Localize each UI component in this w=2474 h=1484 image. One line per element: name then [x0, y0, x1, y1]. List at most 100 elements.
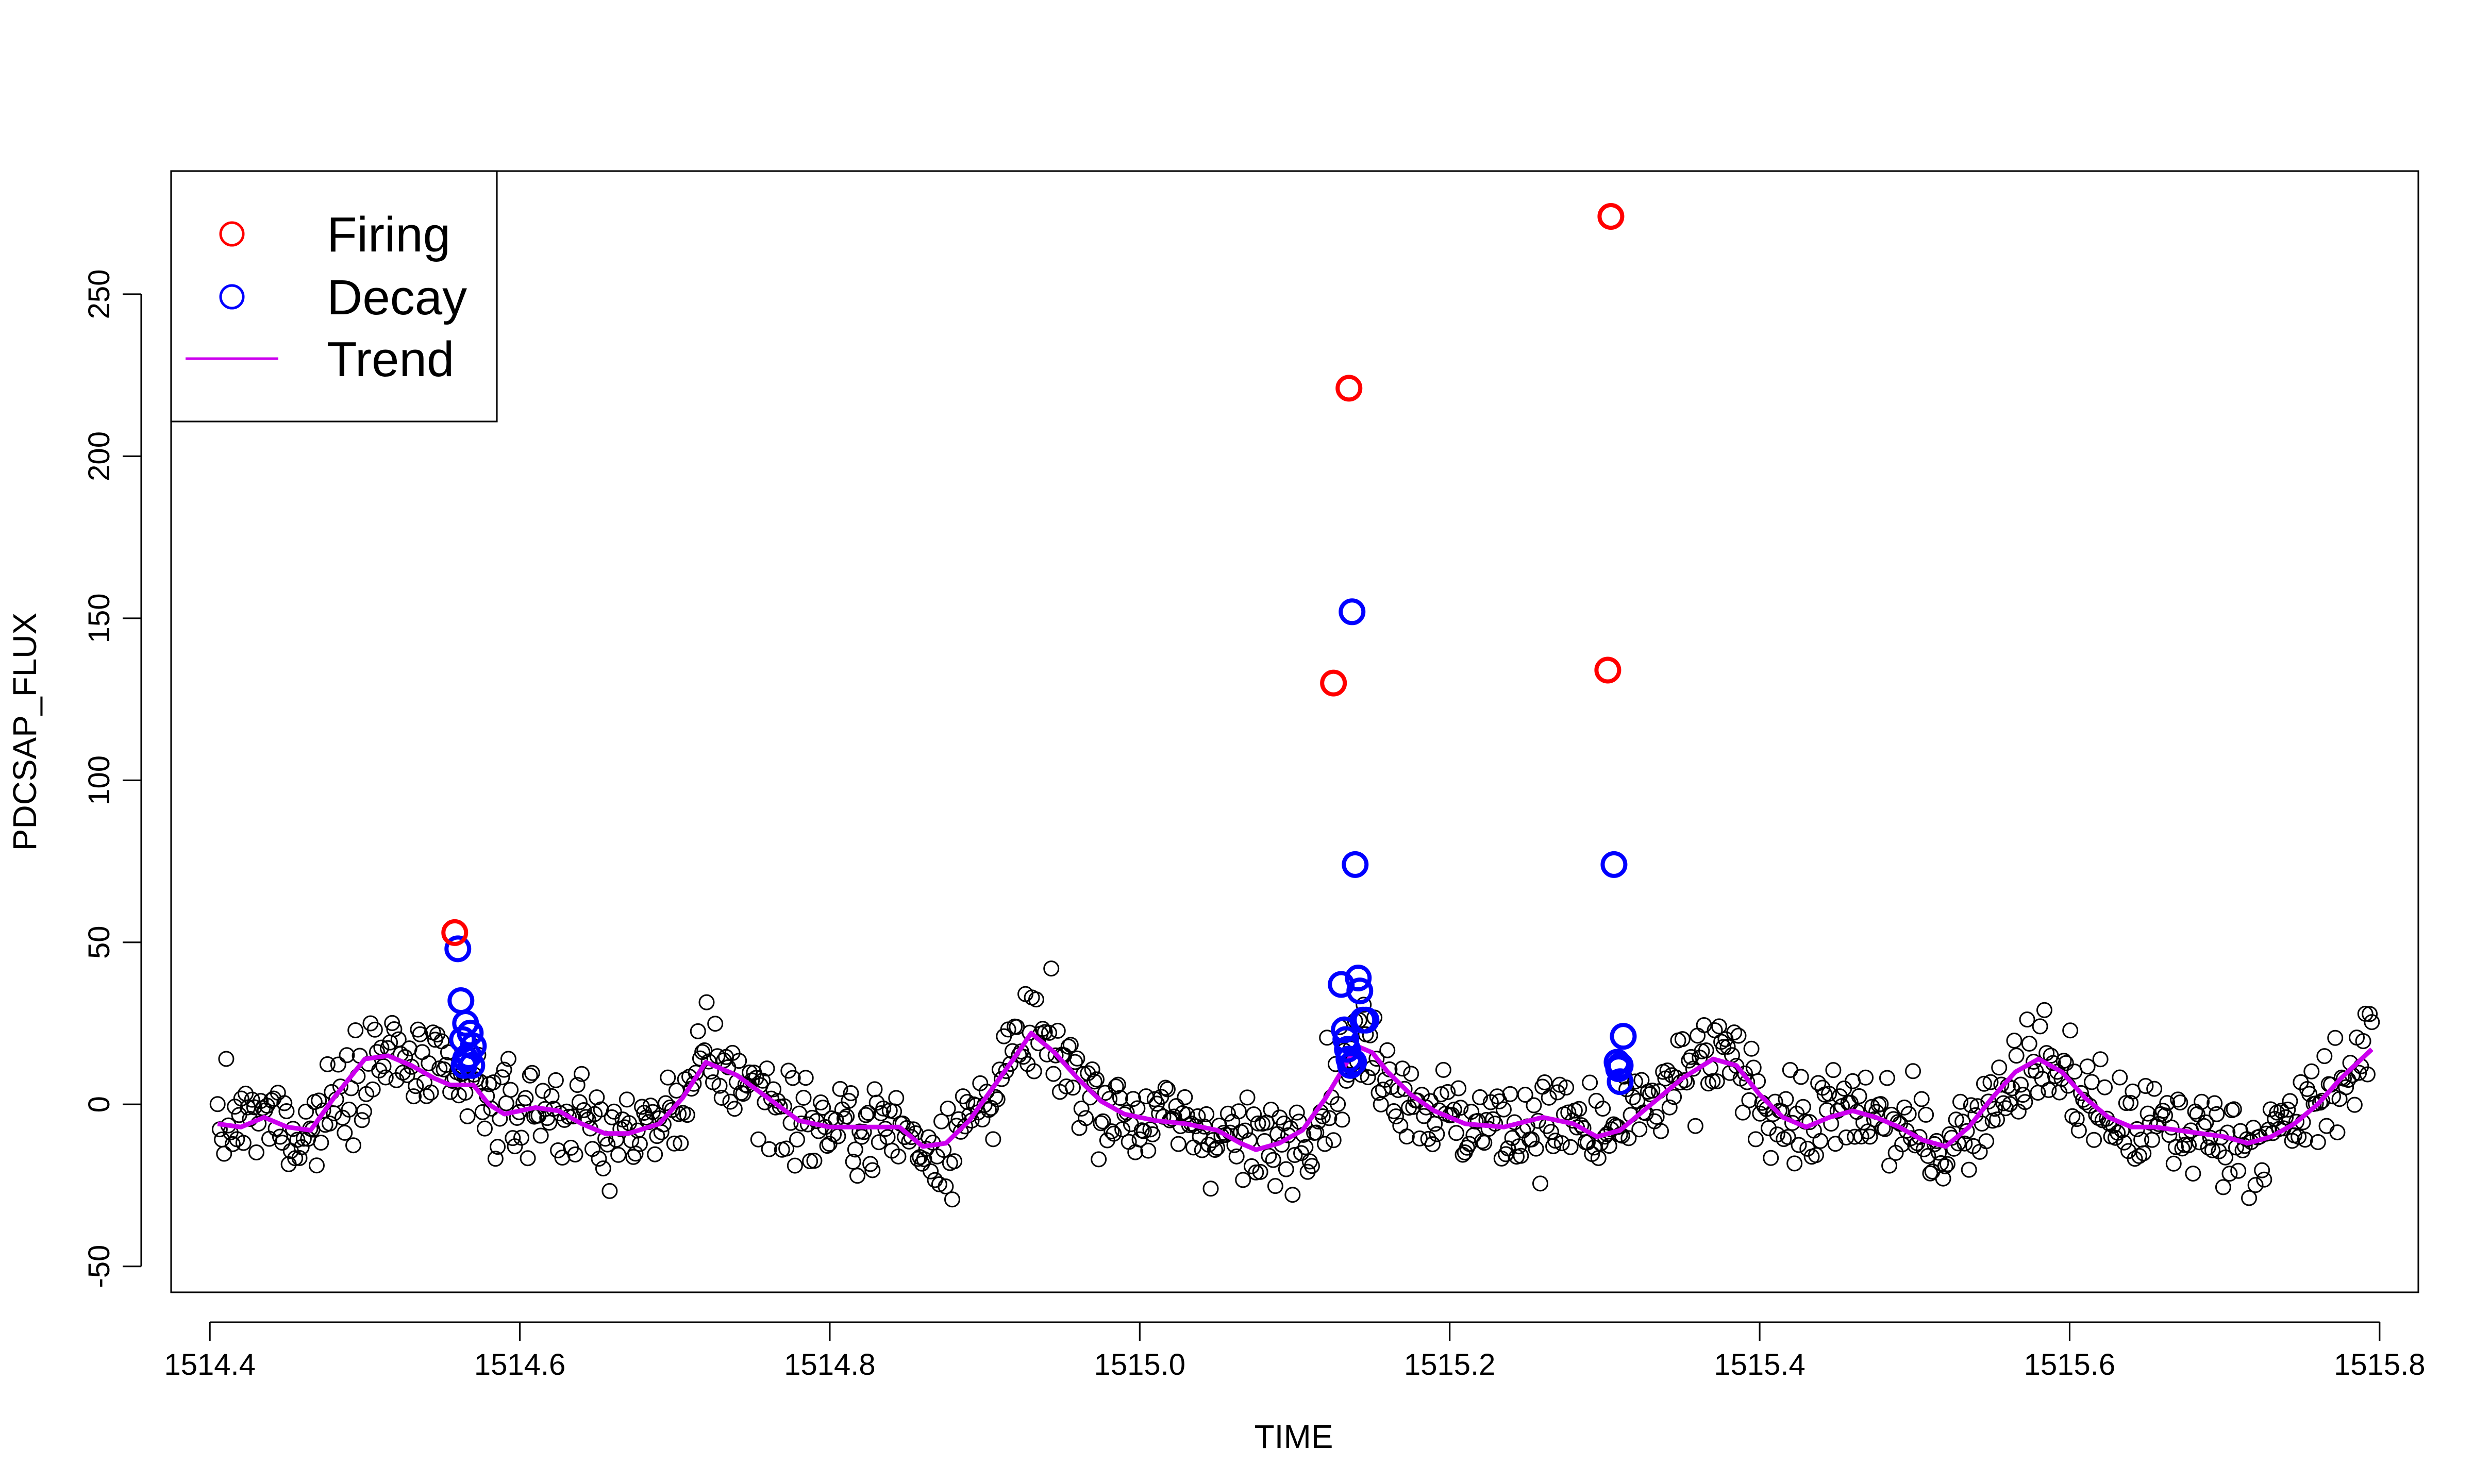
data-point — [2137, 1077, 2154, 1094]
data-point — [547, 1072, 564, 1088]
data-point — [2064, 1108, 2081, 1124]
data-point — [944, 1191, 960, 1208]
data-point — [487, 1151, 504, 1167]
data-point — [1297, 1139, 1314, 1155]
data-point — [599, 1136, 616, 1153]
data-point — [1560, 1104, 1577, 1121]
data-point — [1524, 1131, 1540, 1148]
data-point — [2278, 1109, 2294, 1125]
data-point — [1493, 1150, 1510, 1167]
data-point — [871, 1134, 887, 1151]
y-tick-label: 0 — [82, 1096, 116, 1112]
data-point — [248, 1144, 264, 1160]
data-point — [1069, 1050, 1085, 1067]
data-point — [832, 1081, 848, 1097]
data-point — [1459, 1139, 1475, 1156]
data-point — [839, 1108, 855, 1125]
data-point — [1528, 1140, 1544, 1157]
y-tick-label: 50 — [82, 926, 116, 959]
data-point — [1648, 1108, 1665, 1125]
data-point — [789, 1131, 806, 1148]
data-point — [2079, 1058, 2096, 1075]
data-point — [1982, 1074, 1999, 1090]
data-point — [955, 1088, 971, 1105]
decay-point — [1352, 1006, 1380, 1034]
data-point — [1627, 1073, 1643, 1090]
data-point — [1974, 1116, 1990, 1132]
data-point — [1845, 1073, 1861, 1089]
data-point — [1558, 1080, 1575, 1096]
data-point — [1265, 1152, 1281, 1168]
data-point — [1267, 1178, 1283, 1194]
data-point — [517, 1090, 534, 1106]
data-point — [1642, 1086, 1659, 1102]
data-point — [2204, 1142, 2221, 1158]
data-point — [847, 1141, 863, 1158]
data-point — [1674, 1031, 1691, 1048]
data-point — [216, 1145, 232, 1162]
trend-layer — [217, 1031, 2373, 1152]
data-point — [2282, 1093, 2298, 1109]
data-point — [2351, 1065, 2367, 1081]
data-point — [1976, 1075, 1992, 1092]
data-point — [2159, 1095, 2176, 1111]
legend-firing-symbol — [219, 221, 245, 247]
data-point — [1375, 1082, 1391, 1098]
data-point — [1715, 1039, 1732, 1055]
legend-decay-symbol — [219, 284, 245, 310]
data-point — [485, 1074, 502, 1091]
decay-point — [1339, 598, 1366, 626]
data-point — [1065, 1080, 1081, 1096]
data-point — [2206, 1095, 2223, 1111]
data-point — [1513, 1148, 1529, 1164]
x-tick-label: 1515.4 — [1714, 1348, 1805, 1381]
data-point — [2288, 1114, 2305, 1130]
data-point — [356, 1103, 372, 1120]
data-point — [313, 1135, 329, 1151]
data-point — [2116, 1134, 2132, 1151]
data-point — [1782, 1061, 1798, 1078]
data-point — [916, 1151, 932, 1168]
data-point — [1071, 1120, 1088, 1136]
data-point — [1230, 1103, 1247, 1120]
data-point — [311, 1092, 327, 1109]
data-point — [707, 1016, 724, 1032]
data-point — [505, 1130, 521, 1146]
firing-point — [1320, 669, 1347, 697]
data-point — [1452, 1100, 1469, 1116]
data-point — [787, 1157, 803, 1174]
data-point — [1091, 1151, 1107, 1168]
data-point — [1364, 1060, 1380, 1076]
data-point — [274, 1135, 291, 1151]
data-point — [1026, 1063, 1042, 1080]
data-point — [959, 1094, 976, 1110]
data-point — [726, 1101, 743, 1117]
data-point — [366, 1021, 383, 1038]
x-axis: 1514.4 1514.6 1514.8 1515.0 1515.2 1515.4 1515… — [164, 1321, 2426, 1381]
data-point — [933, 1113, 950, 1129]
legend: Firing Decay Trend — [170, 170, 498, 423]
y-tick-label: 250 — [82, 269, 116, 319]
data-point — [298, 1103, 314, 1120]
data-point — [690, 1023, 706, 1039]
data-point — [1737, 1065, 1753, 1082]
data-point — [1088, 1071, 1105, 1088]
decay-point — [458, 1052, 486, 1079]
data-point — [364, 1081, 381, 1098]
data-point — [322, 1115, 338, 1132]
data-point — [1073, 1100, 1090, 1117]
data-point — [419, 1088, 435, 1104]
data-point — [1571, 1101, 1587, 1117]
data-point — [875, 1100, 892, 1117]
data-point — [1808, 1147, 1824, 1163]
data-point — [946, 1153, 963, 1170]
data-point — [384, 1015, 400, 1031]
data-point — [244, 1091, 260, 1108]
data-point — [534, 1083, 551, 1099]
data-point — [1314, 1108, 1331, 1124]
data-point — [1780, 1129, 1796, 1145]
data-point — [2226, 1101, 2242, 1118]
data-point — [866, 1081, 883, 1098]
y-axis: -50 0 50 100 150 200 250 — [82, 269, 142, 1288]
data-point — [784, 1070, 801, 1086]
